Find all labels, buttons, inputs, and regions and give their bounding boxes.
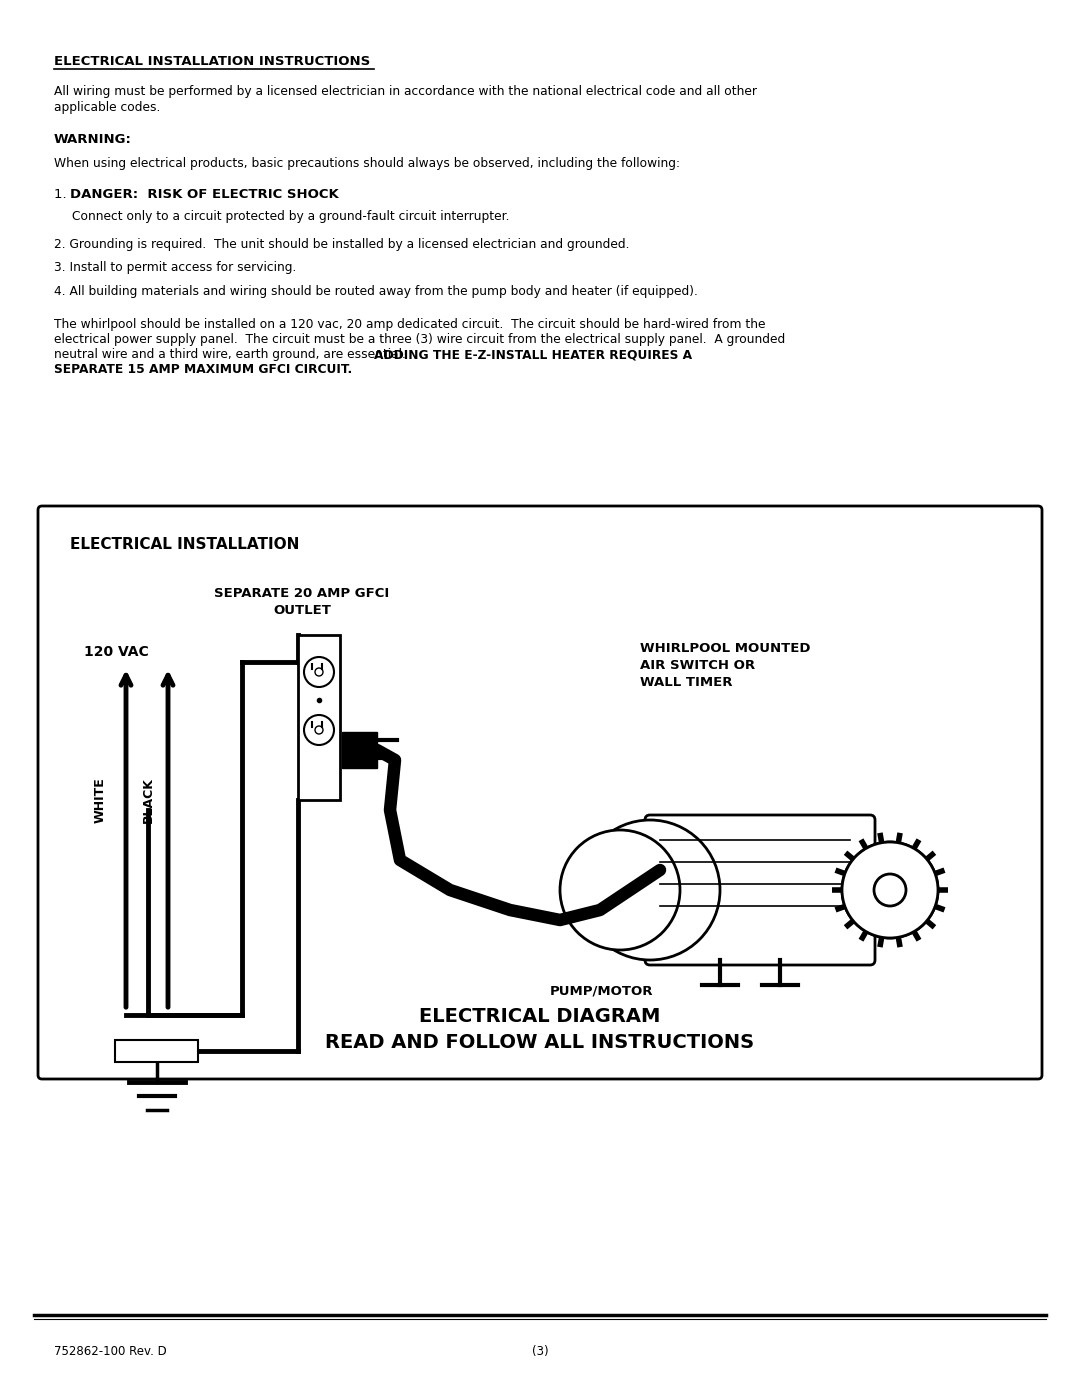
Text: OUTLET: OUTLET xyxy=(273,604,330,617)
Text: DANGER:  RISK OF ELECTRIC SHOCK: DANGER: RISK OF ELECTRIC SHOCK xyxy=(70,189,339,201)
Text: When using electrical products, basic precautions should always be observed, inc: When using electrical products, basic pr… xyxy=(54,156,680,170)
Bar xyxy=(342,732,377,768)
Text: READ AND FOLLOW ALL INSTRUCTIONS: READ AND FOLLOW ALL INSTRUCTIONS xyxy=(325,1032,755,1052)
Text: WALL TIMER: WALL TIMER xyxy=(640,676,732,689)
Text: All wiring must be performed by a licensed electrician in accordance with the na: All wiring must be performed by a licens… xyxy=(54,85,757,98)
Text: 752862-100 Rev. D: 752862-100 Rev. D xyxy=(54,1345,166,1358)
Text: WHITE: WHITE xyxy=(94,777,107,823)
Circle shape xyxy=(842,842,939,937)
Text: The whirlpool should be installed on a 120 vac, 20 amp dedicated circuit.  The c: The whirlpool should be installed on a 1… xyxy=(54,319,766,331)
Bar xyxy=(298,636,340,800)
Text: Connect only to a circuit protected by a ground-fault circuit interrupter.: Connect only to a circuit protected by a… xyxy=(72,210,510,224)
Text: electrical power supply panel.  The circuit must be a three (3) wire circuit fro: electrical power supply panel. The circu… xyxy=(54,332,785,346)
Text: WARNING:: WARNING: xyxy=(54,133,132,147)
Text: applicable codes.: applicable codes. xyxy=(54,101,160,115)
Text: ADDING THE E-Z-INSTALL HEATER REQUIRES A: ADDING THE E-Z-INSTALL HEATER REQUIRES A xyxy=(375,348,692,360)
Circle shape xyxy=(315,726,323,733)
Text: 1.: 1. xyxy=(54,189,71,201)
Bar xyxy=(114,1039,198,1062)
Circle shape xyxy=(303,715,334,745)
FancyBboxPatch shape xyxy=(645,814,875,965)
Text: ELECTRICAL INSTALLATION INSTRUCTIONS: ELECTRICAL INSTALLATION INSTRUCTIONS xyxy=(54,54,370,68)
Circle shape xyxy=(315,668,323,676)
Text: GND.: GND. xyxy=(120,1042,156,1055)
Text: ELECTRICAL INSTALLATION: ELECTRICAL INSTALLATION xyxy=(70,536,299,552)
FancyBboxPatch shape xyxy=(38,506,1042,1078)
Circle shape xyxy=(580,820,720,960)
Circle shape xyxy=(874,875,906,907)
Circle shape xyxy=(842,842,939,937)
Circle shape xyxy=(561,830,680,950)
Text: ELECTRICAL DIAGRAM: ELECTRICAL DIAGRAM xyxy=(419,1007,661,1025)
Text: 2. Grounding is required.  The unit should be installed by a licensed electricia: 2. Grounding is required. The unit shoul… xyxy=(54,237,630,251)
Text: neutral wire and a third wire, earth ground, are essential.: neutral wire and a third wire, earth gro… xyxy=(54,348,414,360)
Text: 3. Install to permit access for servicing.: 3. Install to permit access for servicin… xyxy=(54,261,296,274)
Text: SEPARATE 15 AMP MAXIMUM GFCI CIRCUIT.: SEPARATE 15 AMP MAXIMUM GFCI CIRCUIT. xyxy=(54,363,352,376)
Text: (3): (3) xyxy=(531,1345,549,1358)
Text: WHIRLPOOL MOUNTED: WHIRLPOOL MOUNTED xyxy=(640,643,810,655)
Text: SEPARATE 20 AMP GFCI: SEPARATE 20 AMP GFCI xyxy=(214,587,390,599)
Text: PUMP/MOTOR: PUMP/MOTOR xyxy=(550,985,653,997)
Text: 4. All building materials and wiring should be routed away from the pump body an: 4. All building materials and wiring sho… xyxy=(54,285,698,298)
Text: AIR SWITCH OR: AIR SWITCH OR xyxy=(640,659,755,672)
Circle shape xyxy=(303,657,334,687)
Text: 120 VAC: 120 VAC xyxy=(84,645,149,659)
Text: BLACK: BLACK xyxy=(141,777,154,823)
